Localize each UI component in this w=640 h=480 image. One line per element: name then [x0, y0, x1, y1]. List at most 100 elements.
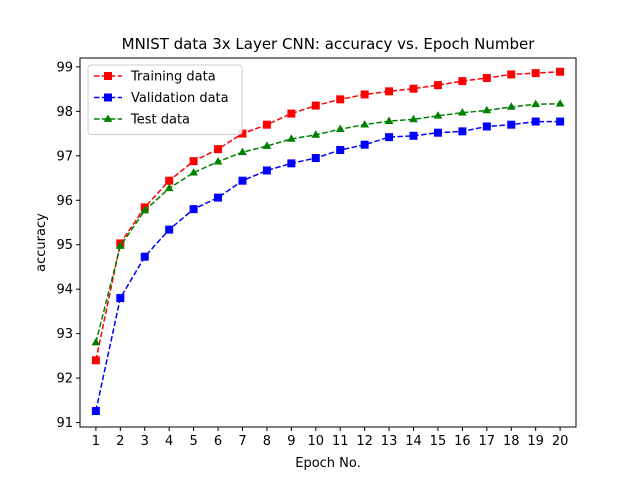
y-axis-label: accuracy [34, 213, 49, 272]
legend-marker-validation-data [104, 93, 112, 102]
x-tick-label: 15 [430, 434, 447, 449]
data-point-test-data [555, 99, 565, 107]
data-point-validation-data [214, 193, 223, 202]
data-point-training-data [556, 67, 565, 76]
data-point-validation-data [287, 159, 296, 168]
x-tick-label: 7 [238, 434, 246, 449]
x-tick-label: 2 [116, 434, 124, 449]
data-point-validation-data [238, 176, 247, 185]
data-point-validation-data [507, 120, 516, 129]
x-tick-label: 13 [381, 434, 398, 449]
legend-marker-training-data [104, 72, 112, 80]
y-tick-label: 91 [56, 416, 73, 431]
data-point-test-data [531, 99, 541, 108]
legend-label-training-data: Training data [130, 70, 216, 85]
y-tick-label: 95 [56, 238, 73, 253]
y-tick-label: 98 [56, 105, 73, 120]
data-point-test-data [164, 183, 174, 192]
plot-area: 1 2 3 4 5 6 7 8 9 10 11 12 13 14 15 16 17 18 19 20919293949… [56, 60, 568, 449]
data-point-test-data [433, 111, 443, 119]
y-tick-label: 94 [56, 283, 73, 298]
data-point-test-data [262, 141, 272, 149]
data-point-training-data [311, 101, 320, 110]
data-point-test-data [458, 108, 467, 116]
data-point-training-data [165, 176, 174, 185]
data-point-training-data [458, 77, 467, 86]
x-tick-label: 11 [332, 434, 349, 449]
x-tick-label: 10 [308, 434, 325, 449]
x-tick-label: 4 [165, 434, 173, 449]
data-point-validation-data [165, 225, 174, 234]
data-point-training-data [482, 74, 491, 83]
data-point-training-data [385, 87, 394, 96]
data-point-training-data [214, 145, 223, 154]
x-tick-label: 17 [479, 434, 496, 449]
data-point-validation-data [189, 205, 198, 214]
data-point-test-data [189, 168, 198, 176]
x-tick-label: 14 [405, 434, 422, 449]
data-point-validation-data [311, 154, 320, 163]
legend-marker-test-data [103, 114, 113, 122]
chart-title: MNIST data 3x Layer CNN: accuracy vs. Ep… [122, 35, 536, 53]
y-tick-label: 92 [56, 372, 73, 387]
data-point-validation-data [458, 127, 467, 136]
data-point-test-data [409, 114, 418, 123]
data-point-training-data [336, 95, 345, 104]
data-point-test-data [506, 102, 516, 110]
data-point-test-data [140, 205, 150, 214]
y-tick-label: 93 [56, 327, 73, 342]
legend-label-test-data: Test data [130, 113, 190, 128]
x-tick-label: 3 [141, 434, 149, 449]
data-point-validation-data [91, 406, 100, 415]
y-tick-label: 96 [56, 194, 73, 209]
x-tick-label: 16 [454, 434, 471, 449]
x-tick-label: 1 [92, 434, 100, 449]
x-tick-label: 12 [356, 434, 373, 449]
data-point-training-data [287, 109, 296, 118]
series-line-validation-data [95, 120, 561, 412]
data-point-test-data [335, 124, 345, 132]
data-point-test-data [311, 130, 321, 138]
data-point-test-data [482, 105, 492, 114]
data-point-test-data [384, 116, 394, 124]
data-point-training-data [189, 157, 198, 166]
x-axis-label: Epoch No. [295, 456, 361, 471]
data-point-test-data [286, 134, 296, 142]
x-tick-label: 19 [527, 434, 544, 449]
legend-label-validation-data: Validation data [131, 91, 229, 106]
x-tick-label: 9 [287, 434, 295, 449]
data-point-validation-data [482, 122, 491, 131]
data-point-training-data [433, 81, 442, 90]
data-point-test-data [360, 120, 370, 128]
y-tick-label: 97 [56, 149, 73, 164]
data-point-training-data [507, 70, 516, 79]
data-point-test-data [238, 147, 247, 156]
data-point-validation-data [531, 117, 540, 126]
data-point-test-data [213, 156, 223, 165]
data-point-validation-data [409, 131, 418, 140]
data-point-training-data [409, 84, 418, 93]
data-point-validation-data [140, 252, 149, 261]
data-point-validation-data [385, 133, 394, 142]
x-tick-label: 6 [214, 434, 222, 449]
x-tick-label: 18 [503, 434, 520, 449]
data-point-validation-data [116, 294, 125, 303]
legend-frame [87, 64, 243, 135]
x-tick-label: 8 [263, 434, 271, 449]
data-point-validation-data [433, 128, 442, 137]
data-point-validation-data [360, 140, 369, 149]
data-point-validation-data [262, 166, 271, 175]
data-point-training-data [531, 69, 540, 78]
y-tick-label: 99 [56, 60, 73, 75]
data-point-test-data [115, 241, 125, 249]
plot-frame [79, 57, 577, 428]
legend: Training data Validation data Test data [87, 64, 243, 135]
data-point-training-data [262, 120, 271, 129]
data-point-validation-data [556, 117, 565, 126]
data-point-test-data [91, 337, 101, 346]
x-tick-label: 20 [552, 434, 569, 449]
data-point-training-data [238, 129, 247, 138]
data-point-training-data [360, 90, 369, 99]
data-point-validation-data [336, 146, 345, 155]
